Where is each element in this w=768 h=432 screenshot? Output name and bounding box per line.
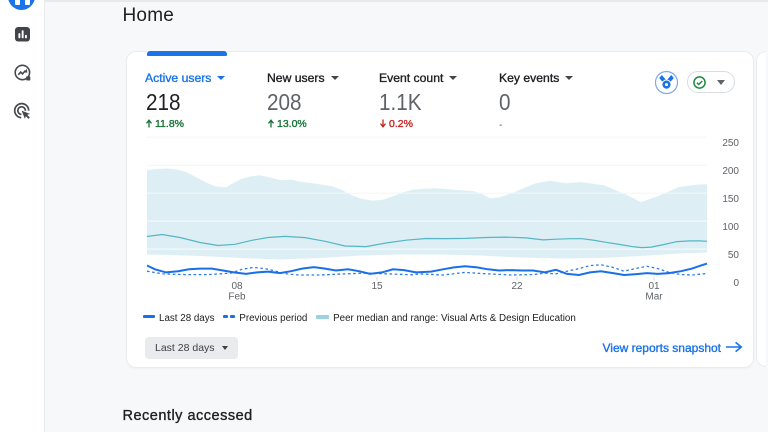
svg-text:Feb: Feb <box>228 292 246 303</box>
svg-text:100: 100 <box>722 222 739 233</box>
svg-text:22: 22 <box>511 281 523 292</box>
svg-text:50: 50 <box>728 250 740 261</box>
svg-text:200: 200 <box>722 166 739 177</box>
svg-text:01: 01 <box>648 281 660 292</box>
svg-text:08: 08 <box>231 281 243 292</box>
svg-text:Mar: Mar <box>645 292 663 303</box>
svg-text:250: 250 <box>722 138 739 149</box>
svg-text:0: 0 <box>733 278 739 289</box>
svg-text:15: 15 <box>371 281 383 292</box>
svg-text:150: 150 <box>722 194 739 205</box>
